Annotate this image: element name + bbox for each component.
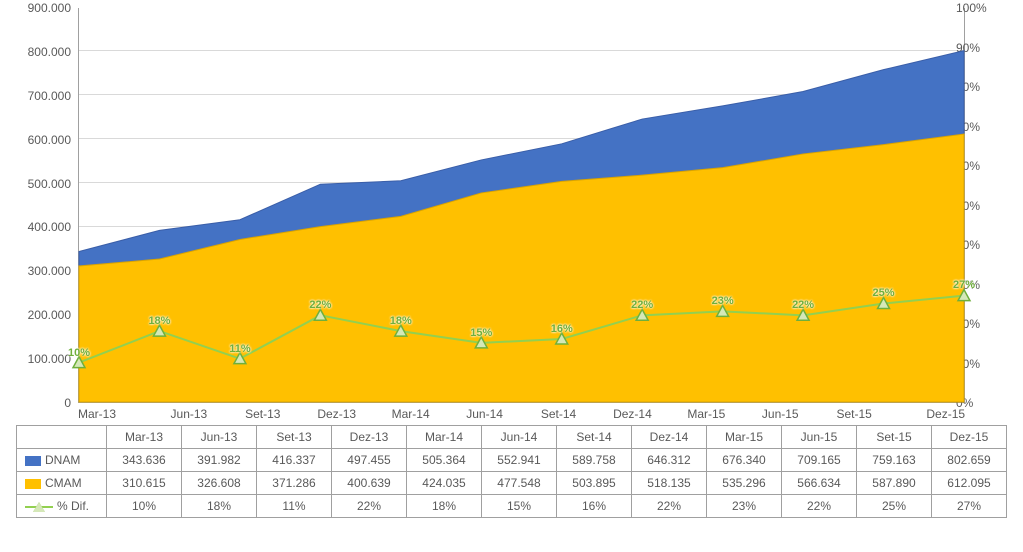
table-corner-cell [17,426,107,449]
table-cell: 326.608 [182,472,257,495]
table-cell: 424.035 [407,472,482,495]
table-cell: 552.941 [482,449,557,472]
row-label-dnam: DNAM [45,453,80,467]
x-tick-label: Jun-15 [743,407,817,421]
row-head-cmam: CMAM [17,472,107,495]
pct-label: 22% [309,299,331,311]
y-axis-left-labels: 0100.000200.000300.000400.000500.000600.… [9,8,75,403]
x-axis-labels: Mar-13Jun-13Set-13Dez-13Mar-14Jun-14Set-… [78,403,965,425]
table-cell: 11% [257,495,332,518]
table-cell: 589.758 [557,449,632,472]
table-cell: Dez-14 [632,426,707,449]
table-row-cmam: CMAM 310.615326.608371.286400.639424.035… [17,472,1007,495]
x-tick-label: Mar-15 [669,407,743,421]
row-head-pct: % Dif. [17,495,107,518]
table-cell: Set-14 [557,426,632,449]
table-cell: 22% [782,495,857,518]
table-cell: 16% [557,495,632,518]
table-cell: 371.286 [257,472,332,495]
table-cell: 497.455 [332,449,407,472]
table-cell: 27% [932,495,1007,518]
table-cell: Dez-15 [932,426,1007,449]
table-cell: 505.364 [407,449,482,472]
x-tick-label: Set-13 [226,407,300,421]
combo-chart: 0100.000200.000300.000400.000500.000600.… [8,8,1015,518]
table-cell: 612.095 [932,472,1007,495]
data-table: Mar-13Jun-13Set-13Dez-13Mar-14Jun-14Set-… [16,425,1007,518]
table-cell: 477.548 [482,472,557,495]
pct-label: 22% [631,299,653,311]
table-cell: Mar-13 [107,426,182,449]
pct-label: 18% [148,315,170,327]
table-cell: Jun-13 [182,426,257,449]
x-tick-label: Jun-13 [152,407,226,421]
pct-label: 10% [68,347,90,359]
dnam-swatch [25,456,41,466]
table-cell: 646.312 [632,449,707,472]
table-cell: 518.135 [632,472,707,495]
table-row-pct: % Dif. 10%18%11%22%18%15%16%22%23%22%25%… [17,495,1007,518]
table-cell: 343.636 [107,449,182,472]
table-cell: Jun-14 [482,426,557,449]
table-cell: 22% [632,495,707,518]
row-label-cmam: CMAM [45,476,82,490]
x-tick-label: Dez-13 [300,407,374,421]
pct-marker-legend [25,501,53,513]
pct-label: 11% [229,343,250,355]
table-cell: Dez-13 [332,426,407,449]
table-cell: 676.340 [707,449,782,472]
x-tick-label: Set-14 [522,407,596,421]
table-cell: Set-15 [857,426,932,449]
plot-area: 0100.000200.000300.000400.000500.000600.… [78,8,965,403]
table-cell: 802.659 [932,449,1007,472]
table-cell: 310.615 [107,472,182,495]
table-cell: 587.890 [857,472,932,495]
pct-label: 15% [470,327,492,339]
x-tick-label: Mar-13 [78,407,152,421]
table-cell: Set-13 [257,426,332,449]
table-cell: 10% [107,495,182,518]
table-cell: 503.895 [557,472,632,495]
cmam-swatch [25,479,41,489]
pct-label: 18% [390,315,412,327]
x-tick-label: Dez-14 [595,407,669,421]
pct-label: 23% [712,295,734,307]
table-cell: 416.337 [257,449,332,472]
x-tick-label: Jun-14 [448,407,522,421]
table-cell: Mar-15 [707,426,782,449]
x-tick-label: Set-15 [817,407,891,421]
table-cell: 15% [482,495,557,518]
row-label-pct: % Dif. [57,499,89,513]
plot-svg [79,8,964,402]
table-cell: 759.163 [857,449,932,472]
table-cell: 23% [707,495,782,518]
table-cell: 400.639 [332,472,407,495]
x-tick-label: Mar-14 [374,407,448,421]
table-cell: 391.982 [182,449,257,472]
table-cell: 18% [182,495,257,518]
pct-label: 27% [953,280,975,292]
pct-label: 22% [792,299,814,311]
table-cell: 535.296 [707,472,782,495]
table-cell: 18% [407,495,482,518]
table-cell: 22% [332,495,407,518]
x-tick-label: Dez-15 [891,407,965,421]
table-cell: 566.634 [782,472,857,495]
table-cell: Jun-15 [782,426,857,449]
table-header-row: Mar-13Jun-13Set-13Dez-13Mar-14Jun-14Set-… [17,426,1007,449]
row-head-dnam: DNAM [17,449,107,472]
table-cell: Mar-14 [407,426,482,449]
table-row-dnam: DNAM 343.636391.982416.337497.455505.364… [17,449,1007,472]
pct-label: 16% [551,323,573,335]
pct-label: 25% [873,287,895,299]
table-cell: 25% [857,495,932,518]
table-cell: 709.165 [782,449,857,472]
